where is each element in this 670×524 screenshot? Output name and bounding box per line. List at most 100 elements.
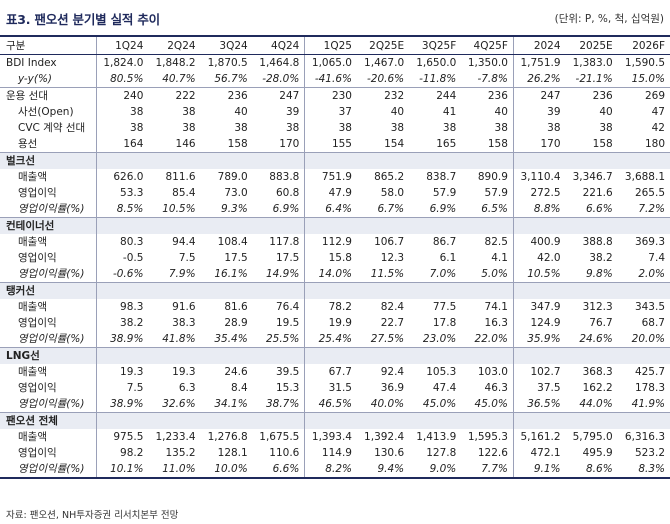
header-period-cell: 4Q24 — [252, 35, 305, 55]
value-cell: 82.5 — [484, 236, 508, 248]
header-period-cell: 3Q25F — [409, 35, 462, 55]
title-bar: 표3. 팬오션 분기별 실적 추이 (단위: P, %, 척, 십억원) — [0, 0, 670, 30]
value-cell: 811.6 — [165, 171, 196, 183]
table-row: 매출액 626.0 811.6 789.0 883.8 751.9 865.2 838.7 89… — [0, 169, 670, 185]
value-cell: 1,383.0 — [572, 57, 613, 69]
row-label: 영업이익 — [18, 252, 57, 264]
value-cell: 60.8 — [275, 187, 300, 199]
header-period-cell: 1Q25 — [304, 35, 357, 55]
value-cell: 38 — [494, 122, 508, 134]
value-cell — [95, 347, 149, 364]
value-cell: 38 — [182, 122, 196, 134]
value-cell: 38 — [285, 122, 300, 134]
value-cell: 114.9 — [304, 445, 357, 461]
value-cell: 7.9% — [148, 266, 201, 283]
value-cell: 14.0% — [304, 266, 357, 283]
value-cell: 31.5 — [304, 380, 357, 396]
value-cell: 24.6 — [224, 366, 248, 378]
value-cell: 1,595.3 — [467, 431, 508, 443]
value-cell: 312.3 — [582, 301, 613, 313]
row-label: LNG선 — [0, 347, 97, 364]
value-cell: 222 — [175, 90, 196, 102]
value-cell: 15.3 — [275, 382, 300, 394]
value-cell: 9.0% — [409, 461, 462, 479]
value-cell: 269 — [644, 90, 665, 102]
value-cell: 6.5% — [461, 201, 514, 218]
value-cell: 838.7 — [426, 171, 457, 183]
value-cell: 170 — [252, 136, 305, 153]
value-cell: 11.0% — [148, 461, 201, 479]
value-cell: 32.6% — [148, 396, 201, 413]
value-cell: 15.8 — [304, 250, 357, 266]
value-cell: 58.0 — [380, 187, 405, 199]
table-row: 영업이익률(%) 8.5% 10.5% 9.3% 6.9% 6.4% 6.7% 6.9% 6.5… — [0, 201, 670, 218]
value-cell: 82.4 — [380, 301, 405, 313]
value-cell — [409, 152, 462, 169]
value-cell: 68.7 — [641, 317, 665, 329]
value-cell: 40 — [494, 106, 508, 118]
value-cell: 146 — [148, 136, 201, 153]
value-cell: 1,464.8 — [259, 57, 300, 69]
value-cell: 38 — [390, 122, 405, 134]
value-cell: 751.9 — [304, 169, 357, 185]
value-cell: -0.5 — [95, 250, 149, 266]
value-cell — [252, 282, 305, 299]
value-cell: -11.8% — [409, 71, 462, 88]
value-cell: 244 — [436, 90, 457, 102]
value-cell — [304, 412, 357, 429]
value-cell: 247 — [279, 90, 300, 102]
row-label: 영업이익 — [18, 382, 57, 394]
value-cell: 22.0% — [461, 331, 514, 348]
value-cell: 221.6 — [582, 187, 613, 199]
value-cell: 41.8% — [148, 331, 201, 348]
value-cell: 4.1 — [491, 252, 508, 264]
value-cell: 5,161.2 — [512, 429, 566, 445]
value-cell: 38.2 — [95, 315, 149, 331]
value-cell: 9.1% — [512, 461, 566, 479]
value-cell — [409, 282, 462, 299]
row-label: 영업이익률(%) — [0, 331, 97, 348]
table-title: 표3. 팬오션 분기별 실적 추이 — [6, 12, 160, 27]
value-cell: 975.5 — [95, 429, 149, 445]
value-cell: 19.9 — [304, 315, 357, 331]
value-cell — [200, 412, 253, 429]
row-label: 탱커선 — [0, 282, 97, 299]
section-row: 탱커선 — [0, 282, 670, 299]
value-cell: 232 — [384, 90, 405, 102]
value-cell — [200, 347, 253, 364]
value-cell: 1,393.4 — [304, 429, 357, 445]
value-cell — [95, 282, 149, 299]
section-row: 컨테이너선 — [0, 217, 670, 234]
table-row: 영업이익 53.3 85.4 73.0 60.8 47.9 58.0 57.9 57.9 272.… — [0, 185, 670, 201]
value-cell: 81.6 — [224, 301, 248, 313]
value-cell: 56.7% — [200, 71, 253, 88]
header-row: 구분 1Q24 2Q24 3Q24 4Q24 1Q25 2Q25E 3Q25F 4Q25F 202… — [0, 35, 670, 55]
value-cell: 36.9 — [380, 382, 405, 394]
value-cell — [304, 152, 357, 169]
value-cell: 47.9 — [304, 185, 357, 201]
value-cell: 170 — [512, 136, 566, 153]
value-cell: 16.1% — [200, 266, 253, 283]
value-cell: 80.3 — [95, 234, 149, 250]
value-cell: 1,233.4 — [155, 431, 196, 443]
value-cell — [356, 412, 410, 429]
row-label: 매출액 — [18, 431, 47, 443]
row-label: 용선 — [0, 136, 97, 153]
value-cell: 162.2 — [582, 382, 613, 394]
value-cell: 6.3 — [178, 382, 196, 394]
value-cell: 883.8 — [269, 171, 300, 183]
value-cell: 164 — [95, 136, 149, 153]
value-cell: 38 — [442, 122, 457, 134]
value-cell: 28.9 — [224, 317, 248, 329]
value-cell: 347.9 — [512, 299, 566, 315]
value-cell: 23.0% — [409, 331, 462, 348]
value-cell — [252, 412, 305, 429]
value-cell: 112.9 — [304, 234, 357, 250]
value-cell: 158 — [461, 136, 514, 153]
value-cell — [252, 347, 305, 364]
value-cell: 236 — [487, 90, 508, 102]
value-cell: 6,316.3 — [624, 431, 665, 443]
value-cell: 106.7 — [374, 236, 405, 248]
row-label: 매출액 — [18, 171, 47, 183]
